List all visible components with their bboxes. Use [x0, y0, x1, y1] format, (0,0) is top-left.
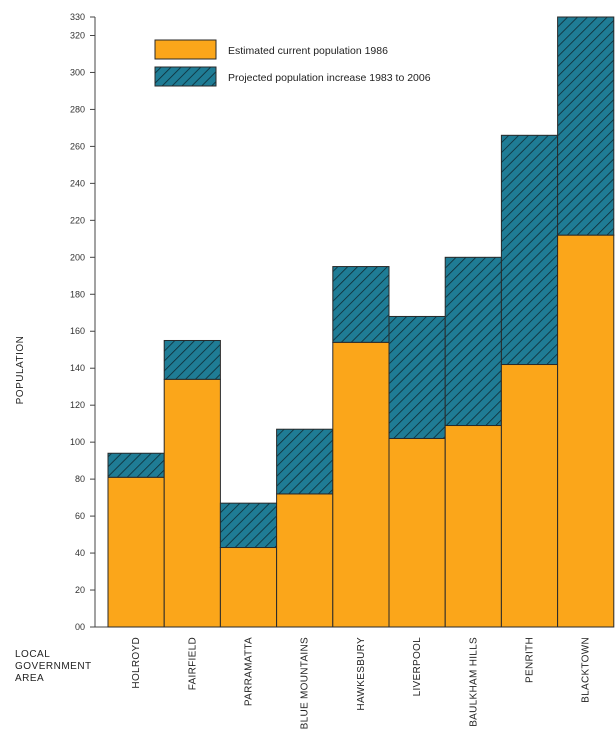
x-tick-label: BLACKTOWN — [581, 637, 592, 703]
y-axis: 00 20 40 60 80 100 120 140 160 180 200 220 240 260 280… — [70, 12, 614, 632]
bar-current-fairfield — [163, 378, 221, 628]
y-tick-label: 260 — [70, 141, 85, 151]
x-tick-label: LIVERPOOL — [412, 637, 423, 697]
y-tick-label: 60 — [75, 511, 85, 521]
bar-projected-fairfield — [163, 339, 221, 380]
legend: Estimated current population 1986 Project… — [154, 39, 431, 87]
bar-current-penrith — [500, 364, 559, 628]
bar-current-parramatta — [219, 547, 278, 628]
y-tick-label: 140 — [70, 363, 85, 373]
y-tick-label: 300 — [70, 67, 85, 77]
bar-current-holroyd — [107, 476, 165, 628]
x-axis-labels: HOLROYD FAIRFIELD PARRAMATTA BLUE MOUNTAINS… — [131, 637, 592, 729]
legend-swatch-current — [154, 39, 217, 60]
y-tick-label: 240 — [70, 178, 85, 188]
legend-label-current: Estimated current population 1986 — [228, 45, 388, 57]
y-tick-label: 20 — [75, 585, 85, 595]
bar-projected-hawkesbury — [332, 266, 390, 343]
x-tick-label: FAIRFIELD — [187, 637, 198, 690]
bar-projected-penrith — [500, 134, 559, 366]
x-tick-label: HAWKESBURY — [356, 637, 367, 711]
bar-current-baulkham-hills — [444, 425, 502, 628]
y-tick-label: 100 — [70, 437, 85, 447]
x-axis-title-line: AREA — [15, 673, 44, 684]
bar-projected-parramatta — [219, 502, 278, 549]
y-tick-label: 200 — [70, 252, 85, 262]
bar-current-liverpool — [388, 437, 446, 628]
x-tick-label: BAULKHAM HILLS — [468, 637, 479, 727]
y-tick-label: 280 — [70, 104, 85, 114]
x-tick-label: PARRAMATTA — [244, 637, 255, 706]
bar-projected-blacktown — [557, 16, 615, 236]
x-axis-title-line: GOVERNMENT — [15, 661, 92, 672]
bar-projected-liverpool — [388, 315, 446, 439]
y-tick-label: 220 — [70, 215, 85, 225]
bars — [107, 16, 615, 628]
bar-current-hawkesbury — [332, 341, 390, 628]
y-axis-title: POPULATION — [15, 336, 26, 405]
x-tick-label: BLUE MOUNTAINS — [300, 637, 311, 729]
y-tick-label: 120 — [70, 400, 85, 410]
bar-projected-blue-mountains — [276, 428, 334, 495]
y-tick-label: 40 — [75, 548, 85, 558]
legend-swatch-projected — [154, 66, 217, 87]
bar-current-blacktown — [557, 234, 615, 628]
y-tick-label: 00 — [75, 622, 85, 632]
y-tick-label: 320 — [70, 30, 85, 40]
bar-projected-holroyd — [107, 452, 165, 478]
y-tick-label: 330 — [70, 12, 85, 22]
y-tick-label: 160 — [70, 326, 85, 336]
y-tick-label: 80 — [75, 474, 85, 484]
legend-label-projected: Projected population increase 1983 to 20… — [228, 72, 431, 84]
bar-current-blue-mountains — [276, 493, 334, 628]
bar-projected-baulkham-hills — [444, 256, 502, 427]
x-tick-label: PENRITH — [525, 637, 536, 683]
x-axis-title-line: LOCAL — [15, 649, 50, 660]
x-tick-label: HOLROYD — [131, 637, 142, 689]
y-tick-label: 180 — [70, 289, 85, 299]
